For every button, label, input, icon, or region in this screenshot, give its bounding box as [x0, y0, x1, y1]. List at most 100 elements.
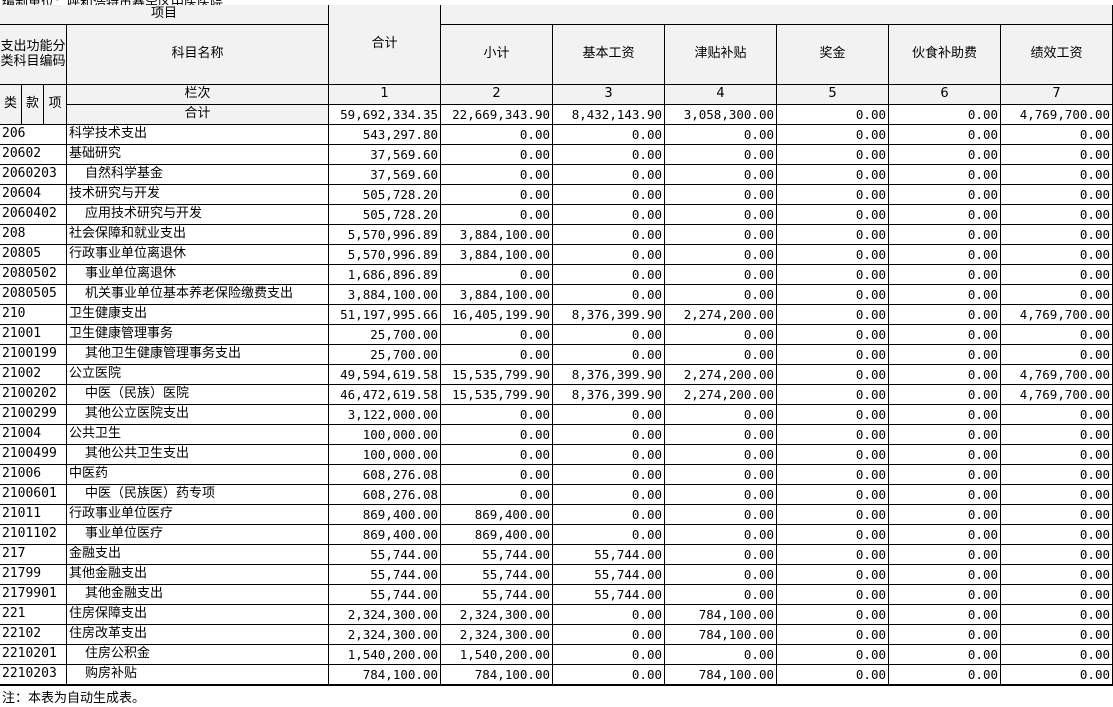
- note: 注：本表为自动生成表。: [2, 691, 146, 706]
- value-cell: 0.00: [553, 125, 665, 145]
- total-value: 0.00: [777, 105, 889, 125]
- header-cell: 绩效工资: [1001, 25, 1113, 85]
- value-cell: 0.00: [889, 465, 1001, 485]
- code-cell: 20602: [0, 145, 67, 165]
- value-cell: 0.00: [889, 645, 1001, 665]
- value-cell: 0.00: [1001, 285, 1113, 305]
- value-cell: 543,297.80: [329, 125, 441, 145]
- value-cell: 0.00: [1001, 645, 1113, 665]
- name-cell: 其他公共卫生支出: [67, 445, 329, 465]
- value-cell: 869,400.00: [329, 505, 441, 525]
- code-cell: 21002: [0, 365, 67, 385]
- value-cell: 784,100.00: [665, 665, 777, 685]
- total-value: 0.00: [889, 105, 1001, 125]
- value-cell: 0.00: [1001, 125, 1113, 145]
- value-cell: 784,100.00: [665, 625, 777, 645]
- code-cell: 2100299: [0, 405, 67, 425]
- code-cell: 2080502: [0, 265, 67, 285]
- value-cell: 25,700.00: [329, 345, 441, 365]
- value-cell: 869,400.00: [441, 505, 553, 525]
- code-cell: 208: [0, 225, 67, 245]
- value-cell: 0.00: [1001, 585, 1113, 605]
- value-cell: 0.00: [665, 645, 777, 665]
- value-cell: 0.00: [1001, 485, 1113, 505]
- name-cell: 社会保障和就业支出: [67, 225, 329, 245]
- level-header: 款: [22, 85, 44, 125]
- value-cell: 0.00: [777, 405, 889, 425]
- value-cell: 0.00: [553, 425, 665, 445]
- value-cell: 2,324,300.00: [329, 625, 441, 645]
- value-cell: 0.00: [1001, 605, 1113, 625]
- value-cell: 0.00: [777, 605, 889, 625]
- value-cell: 0.00: [889, 405, 1001, 425]
- code-cell: 210: [0, 305, 67, 325]
- value-cell: 0.00: [1001, 225, 1113, 245]
- value-cell: 0.00: [1001, 565, 1113, 585]
- value-cell: 0.00: [777, 565, 889, 585]
- value-cell: 0.00: [441, 465, 553, 485]
- value-cell: 100,000.00: [329, 425, 441, 445]
- code-cell: 2060203: [0, 165, 67, 185]
- value-cell: 0.00: [1001, 145, 1113, 165]
- total-value: 59,692,334.35: [329, 105, 441, 125]
- value-cell: 0.00: [777, 165, 889, 185]
- value-cell: 55,744.00: [441, 565, 553, 585]
- value-cell: 0.00: [777, 385, 889, 405]
- value-cell: 0.00: [889, 265, 1001, 285]
- header-cell: [441, 5, 1113, 25]
- code-cell: 21004: [0, 425, 67, 445]
- value-cell: 0.00: [553, 345, 665, 365]
- value-cell: 0.00: [441, 185, 553, 205]
- name-cell: 住房公积金: [67, 645, 329, 665]
- header-cell: 科目名称: [67, 25, 329, 85]
- value-cell: 0.00: [1001, 625, 1113, 645]
- value-cell: 3,884,100.00: [441, 225, 553, 245]
- code-cell: 2210201: [0, 645, 67, 665]
- value-cell: 8,376,399.90: [553, 385, 665, 405]
- code-cell: 21799: [0, 565, 67, 585]
- name-cell: 行政事业单位医疗: [67, 505, 329, 525]
- value-cell: 0.00: [889, 445, 1001, 465]
- name-cell: 科学技术支出: [67, 125, 329, 145]
- value-cell: 0.00: [1001, 245, 1113, 265]
- value-cell: 3,884,100.00: [441, 245, 553, 265]
- value-cell: 0.00: [553, 645, 665, 665]
- value-cell: 55,744.00: [553, 585, 665, 605]
- value-cell: 0.00: [889, 285, 1001, 305]
- header-cell: 奖金: [777, 25, 889, 85]
- value-cell: 0.00: [1001, 185, 1113, 205]
- level-header: 类: [0, 85, 22, 125]
- value-cell: 0.00: [1001, 325, 1113, 345]
- name-cell: 事业单位医疗: [67, 525, 329, 545]
- code-cell: 2100601: [0, 485, 67, 505]
- code-cell: 2101102: [0, 525, 67, 545]
- value-cell: 0.00: [441, 405, 553, 425]
- value-cell: 0.00: [777, 325, 889, 345]
- bottom-border: [0, 684, 1113, 686]
- value-cell: 0.00: [1001, 665, 1113, 685]
- value-cell: 0.00: [889, 125, 1001, 145]
- column-index: 4: [665, 85, 777, 105]
- value-cell: 0.00: [777, 525, 889, 545]
- code-cell: 206: [0, 125, 67, 145]
- value-cell: 0.00: [889, 185, 1001, 205]
- value-cell: 0.00: [665, 425, 777, 445]
- value-cell: 0.00: [665, 485, 777, 505]
- level-header: 项: [44, 85, 67, 125]
- name-cell: 技术研究与开发: [67, 185, 329, 205]
- value-cell: 0.00: [1001, 205, 1113, 225]
- value-cell: 55,744.00: [441, 545, 553, 565]
- value-cell: 0.00: [553, 525, 665, 545]
- value-cell: 2,324,300.00: [441, 625, 553, 645]
- value-cell: 0.00: [1001, 165, 1113, 185]
- value-cell: 0.00: [665, 245, 777, 265]
- value-cell: 0.00: [553, 625, 665, 645]
- value-cell: 0.00: [553, 225, 665, 245]
- value-cell: 0.00: [777, 345, 889, 365]
- name-cell: 事业单位离退休: [67, 265, 329, 285]
- value-cell: 0.00: [777, 365, 889, 385]
- value-cell: 0.00: [889, 605, 1001, 625]
- value-cell: 0.00: [553, 605, 665, 625]
- header-cell: 伙食补助费: [889, 25, 1001, 85]
- value-cell: 55,744.00: [553, 545, 665, 565]
